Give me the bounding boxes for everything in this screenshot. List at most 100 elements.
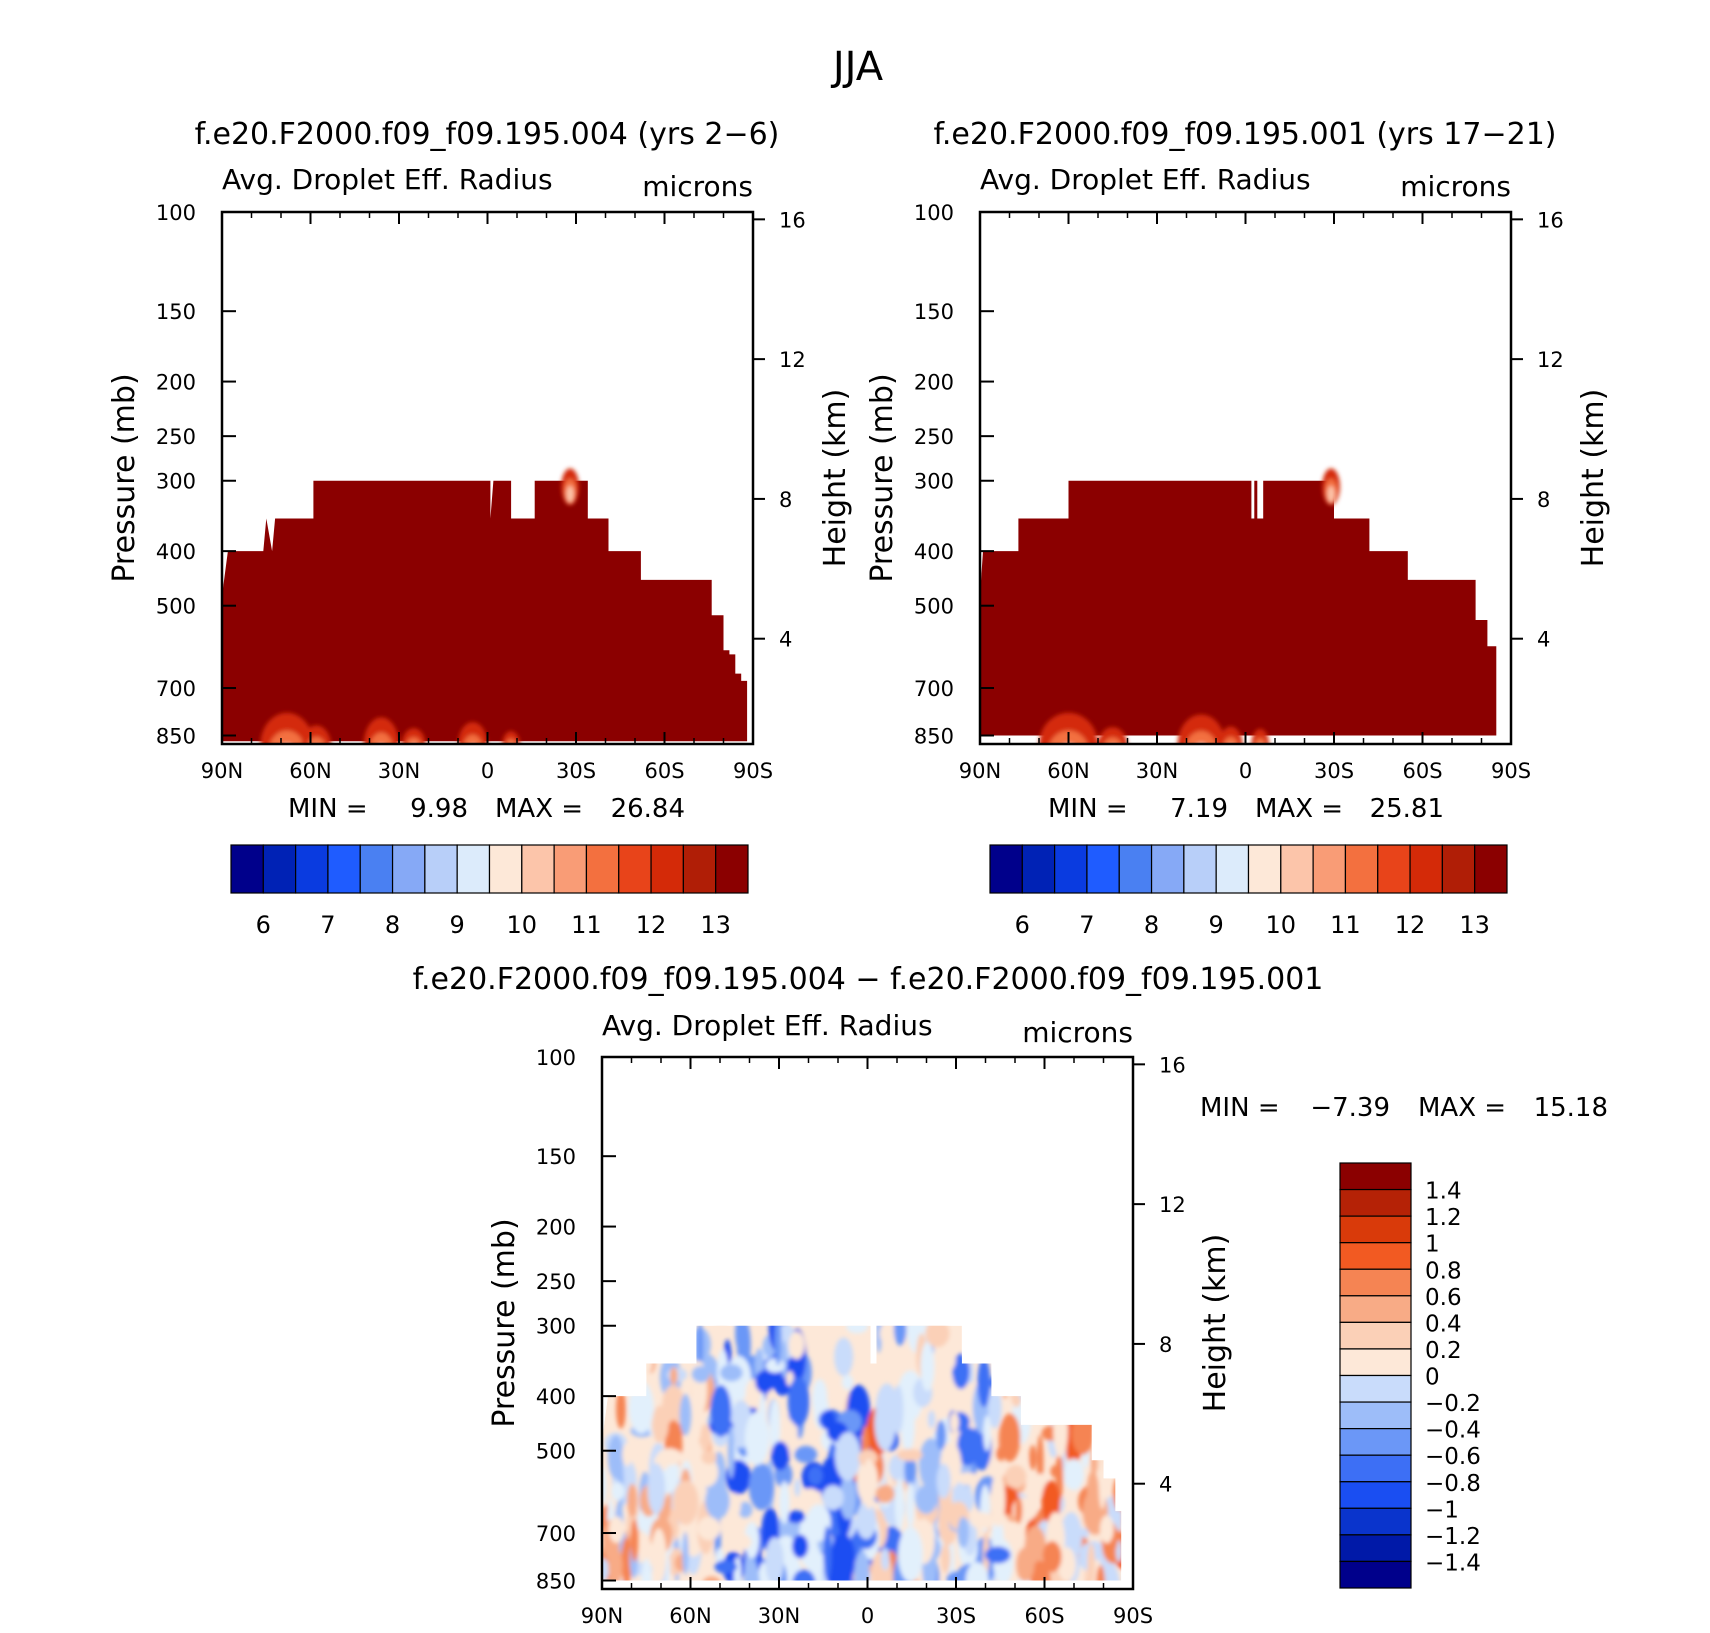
diff-blob	[1004, 1464, 1027, 1489]
x-tick-label: 60N	[669, 1604, 711, 1628]
diff-blob	[1093, 1350, 1103, 1368]
colorbar-swatch	[1339, 1295, 1412, 1323]
diff-blob	[608, 1546, 623, 1581]
diff-blob	[759, 1391, 767, 1446]
diff-blob	[755, 1370, 775, 1394]
diff-blob	[897, 1527, 923, 1581]
diff-blob	[935, 1420, 947, 1451]
x-tick-label: 30S	[1314, 759, 1354, 783]
colorbar-label: 7	[1079, 911, 1094, 939]
diff-blob	[1072, 1372, 1083, 1409]
diff-blob	[1042, 1541, 1062, 1573]
diff-blob	[765, 1537, 784, 1581]
y-tick-label: 200	[536, 1216, 576, 1240]
warm-patch	[1223, 736, 1239, 744]
x-tick-label: 30S	[556, 759, 596, 783]
diff-blob	[1121, 1538, 1130, 1557]
y2-tick-label: 8	[1537, 488, 1550, 512]
colorbar-swatch	[1474, 844, 1508, 894]
panel-2-ylabel: Pressure (mb)	[865, 373, 900, 582]
colorbar-swatch	[1247, 844, 1282, 894]
y-tick-label: 850	[914, 725, 954, 749]
diff-blob	[710, 1384, 732, 1437]
diff-blob	[1096, 1445, 1109, 1459]
diff-blob	[834, 1432, 861, 1481]
panel-3-plot	[602, 1325, 1130, 1581]
warm-patch	[363, 717, 399, 744]
colorbar-swatch	[1377, 844, 1411, 894]
warm-patch	[502, 731, 520, 744]
diff-blob	[702, 1576, 721, 1581]
diff-blob	[834, 1337, 854, 1377]
panel-2-y2label: Height (km)	[1576, 389, 1611, 568]
colorbar-swatch	[1021, 844, 1056, 894]
diff-blob	[983, 1327, 1002, 1357]
colorbar-label: 7	[320, 911, 335, 939]
colorbar-label: 9	[1209, 911, 1224, 939]
x-tick-label: 90S	[1113, 1604, 1153, 1628]
y-tick-label: 500	[536, 1440, 576, 1464]
colorbar-label: 12	[636, 911, 667, 939]
warm-patch	[1177, 714, 1225, 744]
diff-blob	[628, 1381, 654, 1434]
colorbar-swatch	[1344, 844, 1379, 894]
diff-blob	[651, 1405, 669, 1443]
colorbar-label: 9	[450, 911, 465, 939]
diff-blob	[1113, 1476, 1122, 1511]
diff-blob	[983, 1415, 991, 1452]
warm-patch	[566, 485, 574, 503]
y2-tick-label: 4	[779, 628, 792, 652]
masked-area	[1505, 741, 1511, 744]
diff-blob	[774, 1325, 782, 1366]
diff-blob	[841, 1374, 854, 1390]
colorbar-swatch	[1339, 1321, 1412, 1350]
diff-blob	[1015, 1547, 1035, 1581]
diff-blob	[1030, 1560, 1051, 1581]
x-tick-label: 30N	[1136, 759, 1178, 783]
diff-blob	[1087, 1543, 1095, 1581]
diff-blob	[714, 1560, 738, 1574]
colorbar-label: 8	[1144, 911, 1159, 939]
diff-blob	[1115, 1540, 1122, 1563]
warm-patch	[1327, 485, 1335, 503]
y2-tick-label: 8	[1159, 1333, 1172, 1357]
warm-patch	[1251, 728, 1270, 744]
diff-blob	[1007, 1325, 1017, 1373]
diff-blob	[925, 1325, 950, 1348]
diff-blob	[1026, 1381, 1039, 1411]
panel-2: f.e20.F2000.f09_f09.195.001 (yrs 17−21) …	[865, 117, 1611, 939]
colorbar-swatch	[682, 844, 717, 894]
diff-blob	[1088, 1364, 1107, 1409]
colorbar-label: 0.2	[1425, 1338, 1462, 1364]
warm-patch	[505, 738, 517, 744]
diff-blob	[1029, 1445, 1037, 1471]
y-tick-label: 100	[536, 1046, 576, 1070]
warm-patch	[1098, 727, 1128, 744]
diff-blob	[1050, 1381, 1068, 1422]
colorbar-label: −1.4	[1425, 1550, 1481, 1576]
diff-blob	[792, 1534, 809, 1559]
diff-blob	[957, 1516, 969, 1548]
diff-blob	[1015, 1497, 1023, 1524]
colorbar-label: 11	[1330, 911, 1361, 939]
diff-blob	[765, 1358, 785, 1373]
diff-blob	[925, 1458, 941, 1507]
colorbar-swatch	[1118, 844, 1153, 894]
x-tick-label: 60N	[289, 759, 331, 783]
diff-blob	[965, 1562, 989, 1581]
diff-blob	[856, 1502, 877, 1540]
diff-blob	[927, 1410, 936, 1429]
colorbar-swatch	[1086, 844, 1120, 894]
diff-blob	[745, 1560, 760, 1581]
diff-blob	[735, 1325, 744, 1350]
y-tick-label: 850	[536, 1570, 576, 1594]
panel-3-colorbar: 1.41.210.80.60.40.20−0.2−0.4−0.6−0.8−1−1…	[1339, 1162, 1481, 1589]
diff-blob	[691, 1365, 710, 1383]
diff-blob	[990, 1472, 1006, 1527]
diff-blob	[987, 1387, 1002, 1429]
diff-blob	[897, 1448, 923, 1462]
panel-3-units: microns	[1022, 1016, 1133, 1049]
x-tick-label: 60S	[1024, 1604, 1064, 1628]
diff-blob	[1015, 1355, 1037, 1402]
x-tick-label: 0	[481, 759, 494, 783]
